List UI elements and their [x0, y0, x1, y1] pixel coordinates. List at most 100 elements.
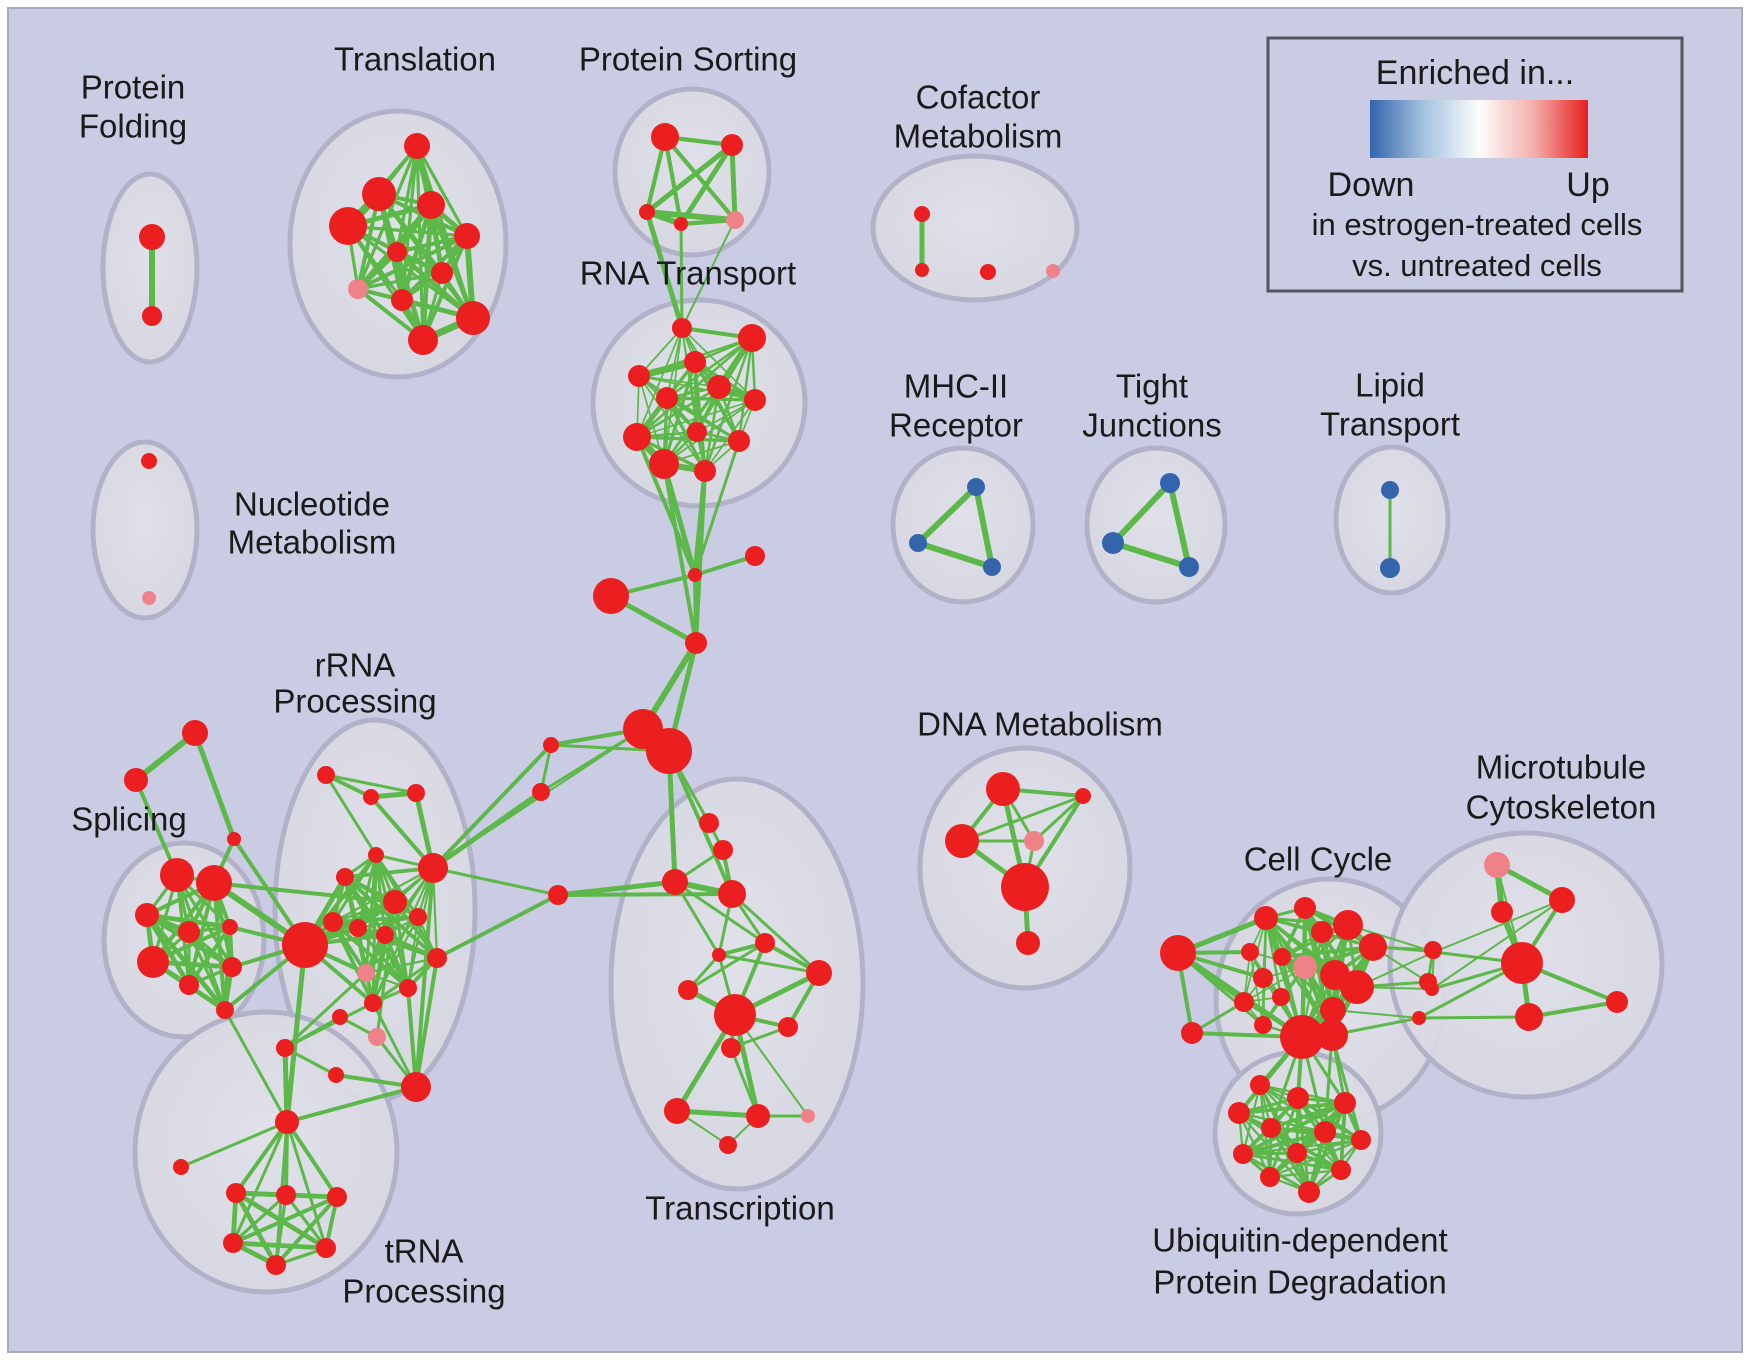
cluster-label-ubiquitin: Ubiquitin-dependent: [1152, 1222, 1447, 1259]
gene-set-node: [1549, 887, 1575, 913]
gene-set-node: [173, 1159, 189, 1175]
gene-set-node: [713, 840, 733, 860]
gene-set-node: [1293, 955, 1317, 979]
gene-set-node: [1241, 943, 1259, 961]
network-edge: [665, 396, 707, 473]
network-edge: [1295, 1138, 1363, 1155]
gene-set-node: [678, 980, 698, 1000]
gene-set-node: [142, 591, 156, 605]
cluster-label-transcription: Transcription: [645, 1190, 835, 1227]
inter-cluster-edge: [555, 879, 678, 898]
gene-set-node: [349, 919, 367, 937]
gene-set-node: [399, 979, 417, 997]
gene-set-node: [983, 558, 1001, 576]
gene-set-node: [721, 1038, 741, 1058]
gene-set-node: [755, 933, 775, 953]
cluster-label-nucleotide: Metabolism: [228, 524, 397, 561]
gene-set-node: [1412, 1011, 1426, 1025]
gene-set-node: [1260, 1167, 1280, 1187]
gene-set-node: [1102, 532, 1124, 554]
gene-set-node: [628, 365, 650, 387]
network-edge: [231, 1120, 289, 1245]
gene-set-node: [721, 134, 743, 156]
cluster-label-trna: Processing: [342, 1273, 505, 1310]
gene-set-node: [664, 1098, 690, 1124]
network-edge: [406, 986, 418, 1089]
network-edge: [283, 971, 368, 1050]
network-edge: [369, 795, 435, 870]
network-edge: [665, 396, 757, 402]
cluster-label-protein_folding: Folding: [79, 108, 187, 145]
gene-set-node: [1333, 910, 1363, 940]
gene-set-node: [317, 766, 335, 784]
inter-cluster-edge: [285, 1085, 418, 1124]
inter-cluster-edge: [644, 209, 685, 331]
gene-set-node: [1340, 970, 1374, 1004]
inter-cluster-edge: [282, 1045, 290, 1125]
gene-set-node: [694, 460, 716, 482]
gene-set-node: [688, 568, 702, 582]
gene-set-node: [712, 948, 726, 962]
gene-set-node: [1334, 1092, 1356, 1114]
gene-set-node: [623, 423, 651, 451]
gene-set-node: [266, 1255, 286, 1275]
inter-cluster-edge: [694, 469, 707, 645]
gene-set-node: [1351, 1130, 1371, 1150]
gene-set-node: [639, 204, 655, 220]
network-edge: [144, 912, 233, 930]
network-edge: [231, 1195, 339, 1245]
gene-set-node: [1046, 264, 1060, 278]
network-edge: [638, 375, 720, 388]
legend-caption: vs. untreated cells: [1352, 248, 1602, 283]
gene-set-node: [178, 921, 200, 943]
network-edge: [1527, 1000, 1619, 1019]
gene-set-node: [226, 1183, 246, 1203]
network-edge: [421, 234, 469, 342]
network-edge: [960, 794, 1085, 843]
gene-set-node: [276, 1185, 296, 1205]
gene-set-node: [316, 1238, 336, 1258]
gene-set-node: [649, 449, 679, 479]
network-edge: [356, 915, 420, 930]
cluster-ellipse-tight_junctions: [1084, 445, 1228, 605]
network-edge: [693, 554, 757, 577]
network-edge: [635, 435, 741, 443]
gene-set-node: [454, 223, 480, 249]
network-edge: [703, 385, 721, 473]
gene-set-node: [674, 217, 688, 231]
gene-set-node: [646, 728, 692, 774]
network-edge: [420, 202, 434, 343]
gene-set-node: [1250, 1075, 1270, 1095]
gene-set-node: [1380, 558, 1400, 578]
gene-set-node: [1280, 1015, 1324, 1059]
network-edge: [285, 1120, 328, 1250]
legend-box: [1266, 36, 1684, 293]
network-edge: [644, 209, 738, 223]
cluster-label-nucleotide: Nucleotide: [234, 486, 390, 523]
gene-set-node: [1228, 1102, 1250, 1124]
gene-set-node: [1287, 1143, 1307, 1163]
gene-set-node: [404, 133, 430, 159]
network-edge: [371, 933, 387, 1005]
network-edge: [192, 730, 237, 842]
network-edge: [1110, 480, 1173, 546]
gene-set-node: [738, 324, 766, 352]
gene-set-node: [1320, 997, 1346, 1023]
network-edge: [1032, 794, 1085, 843]
gene-set-node: [227, 832, 241, 846]
network-edge: [717, 953, 821, 975]
cluster-label-protein_folding: Protein: [81, 69, 186, 106]
gene-set-node: [726, 211, 744, 229]
inter-cluster-edge: [431, 743, 553, 870]
inter-cluster-edge: [435, 893, 560, 960]
gene-set-node: [1314, 1121, 1336, 1143]
cluster-label-microtubule: Cytoskeleton: [1466, 789, 1657, 826]
gene-set-node: [276, 1039, 294, 1057]
gene-set-node: [332, 1009, 348, 1025]
network-edge: [1241, 1130, 1327, 1156]
inter-cluster-edge: [1347, 924, 1435, 953]
inter-cluster-edge: [284, 942, 308, 1125]
